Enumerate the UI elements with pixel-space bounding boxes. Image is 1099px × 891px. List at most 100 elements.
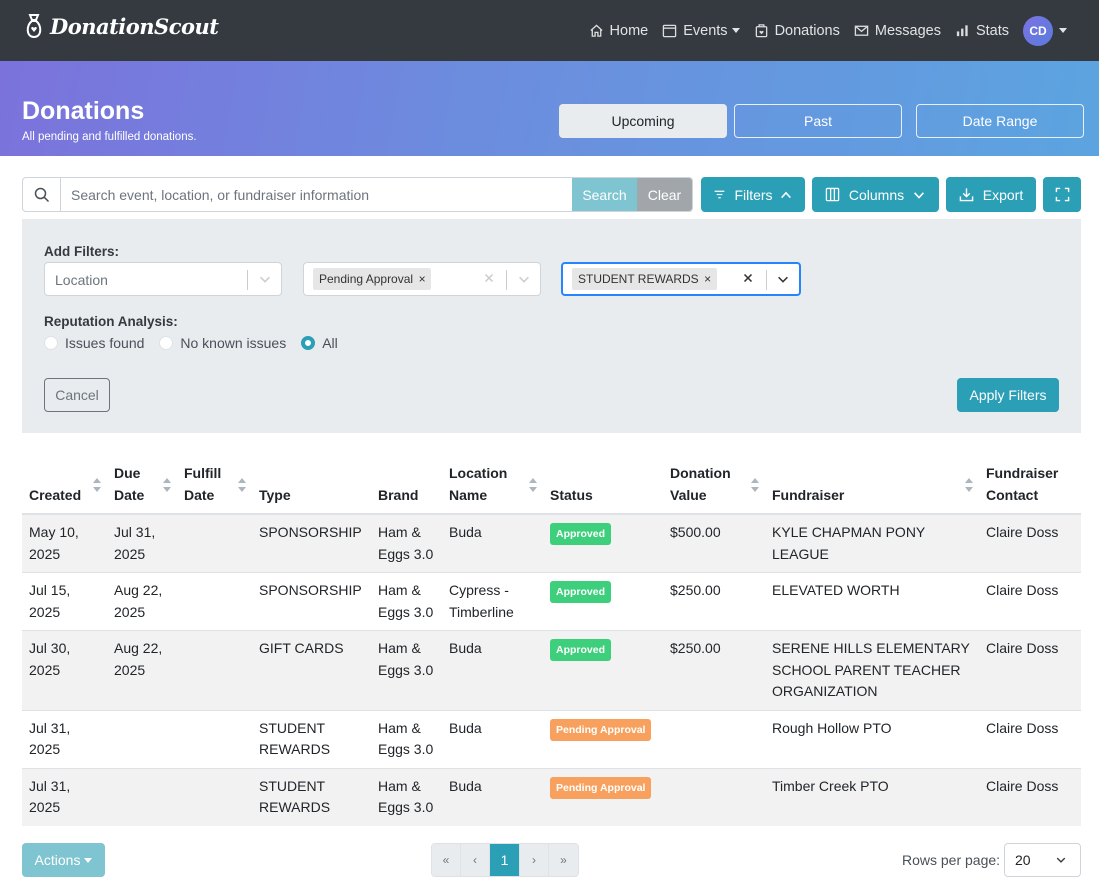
user-menu[interactable]: CD [1023, 15, 1067, 46]
table-row[interactable]: Jul 31, 2025 STUDENT REWARDS Ham & Eggs 3.… [22, 767, 1081, 826]
cell-due-date: Aug 22, 2025 [107, 630, 177, 710]
sort-icon[interactable] [965, 477, 973, 493]
cell-fundraiser-contact: Claire Doss [979, 513, 1081, 573]
radio-all[interactable]: All [301, 335, 338, 351]
col-due-date[interactable]: Due Date [107, 455, 177, 515]
col-donation-value[interactable]: Donation Value [663, 455, 765, 515]
brand-logo[interactable]: DonationScout [24, 12, 219, 40]
select-separator [766, 270, 767, 290]
col-location-name[interactable]: Location Name [442, 455, 543, 515]
radio-no-known-issues[interactable]: No known issues [159, 335, 286, 351]
cell-fundraiser: SERENE HILLS ELEMENTARY SCHOOL PARENT TE… [765, 630, 979, 710]
cell-location: Cypress - Timberline [442, 572, 543, 631]
radio-issues-found[interactable]: Issues found [44, 335, 144, 351]
chip-remove-icon[interactable]: × [704, 272, 712, 286]
select-separator [506, 270, 507, 290]
page-header: Donations All pending and fulfilled dona… [0, 61, 1099, 156]
nav-stats[interactable]: Stats [955, 23, 1009, 39]
col-fundraiser[interactable]: Fundraiser [765, 455, 979, 515]
page-prev-button[interactable]: ‹ [461, 844, 490, 876]
radio-button[interactable] [44, 336, 58, 350]
status-chip: Pending Approval × [313, 268, 432, 290]
clear-button[interactable]: Clear [637, 178, 692, 211]
cell-fundraiser: Timber Creek PTO [765, 767, 979, 826]
cell-donation-value: $250.00 [663, 572, 765, 631]
location-select[interactable]: Location [44, 262, 282, 296]
cell-fundraiser-contact: Claire Doss [979, 630, 1081, 710]
chevron-down-icon[interactable] [517, 272, 531, 286]
cell-donation-value [663, 767, 765, 826]
cell-status: Approved [543, 572, 663, 631]
nav-events[interactable]: Events [662, 23, 740, 39]
chevron-down-icon[interactable] [258, 272, 272, 286]
col-created[interactable]: Created [22, 455, 107, 515]
status-badge: Pending Approval [550, 718, 652, 741]
radio-button-selected[interactable] [301, 336, 316, 350]
table-row[interactable]: Jul 31, 2025 STUDENT REWARDS Ham & Eggs 3.… [22, 709, 1081, 768]
col-fulfill-date[interactable]: Fulfill Date [177, 455, 252, 515]
header-label: Location Name [449, 465, 508, 503]
radio-label: Issues found [65, 335, 145, 351]
page-current-button[interactable]: 1 [490, 844, 520, 876]
cell-status: Approved [543, 630, 663, 710]
cell-brand: Ham & Eggs 3.0 [371, 767, 442, 826]
radio-button[interactable] [159, 336, 174, 350]
columns-button[interactable]: Columns [812, 177, 939, 212]
tab-upcoming[interactable]: Upcoming [559, 104, 727, 138]
cell-status: Pending Approval [543, 767, 663, 826]
cell-location: Buda [442, 709, 543, 768]
cell-brand: Ham & Eggs 3.0 [371, 630, 442, 710]
location-placeholder: Location [55, 272, 108, 288]
sort-icon[interactable] [93, 477, 101, 493]
nav-home[interactable]: Home [589, 23, 648, 39]
table-row[interactable]: May 10, 2025 Jul 31, 2025 SPONSORSHIP Ham &… [22, 513, 1081, 573]
sort-icon[interactable] [529, 477, 537, 493]
cell-status: Approved [543, 513, 663, 573]
reputation-label: Reputation Analysis: [44, 314, 178, 329]
columns-icon [825, 187, 840, 202]
filters-toggle-button[interactable]: Filters [701, 177, 805, 212]
sort-icon[interactable] [751, 477, 759, 493]
table-header-row: Created Due Date Fulfill Date Type Brand… [22, 455, 1081, 515]
page-first-button[interactable]: « [432, 844, 461, 876]
rows-per-page-select[interactable]: 20 [1004, 843, 1081, 877]
status-badge: Pending Approval [550, 776, 652, 799]
home-icon [589, 24, 603, 37]
header-label: Fundraiser [772, 487, 845, 503]
search-icon-addon [23, 178, 61, 211]
cell-fulfill-date [177, 572, 252, 631]
rows-per-page-value: 20 [1015, 852, 1031, 868]
page-next-button[interactable]: › [520, 844, 549, 876]
actions-dropdown-button[interactable]: Actions [22, 843, 105, 877]
tab-date-range[interactable]: Date Range [916, 104, 1084, 138]
col-fundraiser-contact: Fundraiser Contact [979, 455, 1081, 515]
search-button[interactable]: Search [572, 178, 637, 211]
cell-due-date [107, 767, 177, 826]
chip-remove-icon[interactable]: × [418, 272, 426, 286]
table-row[interactable]: Jul 15, 2025 Aug 22, 2025 SPONSORSHIP Ham &… [22, 572, 1081, 631]
cancel-button[interactable]: Cancel [44, 378, 110, 412]
chevron-down-icon[interactable] [776, 272, 790, 286]
type-select[interactable]: STUDENT REWARDS × [561, 262, 801, 296]
sort-icon[interactable] [238, 477, 246, 493]
cell-type: SPONSORSHIP [252, 572, 371, 631]
main-nav: Home Events Donations Messages Stats CD [589, 0, 1099, 61]
page-last-button[interactable]: » [549, 844, 578, 876]
nav-messages[interactable]: Messages [854, 23, 941, 39]
col-brand: Brand [371, 455, 442, 515]
status-select[interactable]: Pending Approval × [303, 262, 541, 296]
sort-icon[interactable] [163, 477, 171, 493]
apply-filters-button[interactable]: Apply Filters [957, 378, 1059, 412]
bar-chart-icon [956, 25, 968, 37]
search-input[interactable] [61, 178, 572, 211]
clear-icon[interactable] [741, 271, 755, 285]
cell-fundraiser-contact: Claire Doss [979, 572, 1081, 631]
tab-past[interactable]: Past [734, 104, 902, 138]
fullscreen-button[interactable] [1043, 177, 1081, 212]
brand-name: DonationScout [50, 13, 219, 39]
table-row[interactable]: Jul 30, 2025 Aug 22, 2025 GIFT CARDS Ham & … [22, 630, 1081, 710]
header-label: Fulfill Date [184, 465, 222, 503]
clear-icon[interactable] [482, 271, 496, 285]
nav-donations[interactable]: Donations [754, 23, 840, 39]
export-button[interactable]: Export [946, 177, 1036, 212]
